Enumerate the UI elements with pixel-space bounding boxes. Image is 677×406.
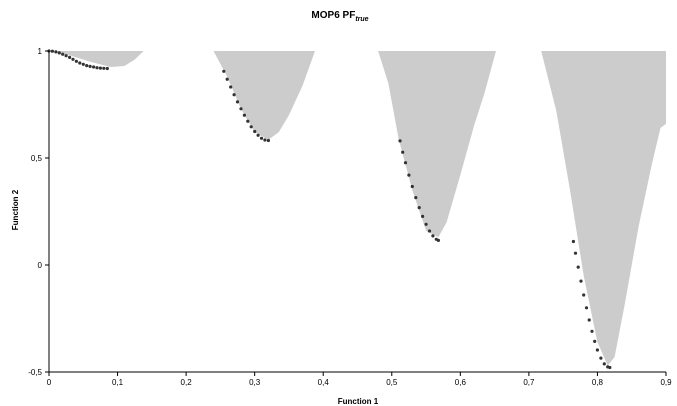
x-tick-label: 0,5 (386, 378, 398, 387)
feasible-region-2 (213, 51, 315, 140)
data-point (64, 54, 68, 58)
data-point (71, 57, 75, 61)
x-tick-label: 0,8 (592, 378, 604, 387)
data-point (595, 348, 600, 352)
x-tick-label: 0,2 (181, 378, 193, 387)
data-point (222, 69, 226, 73)
data-point (573, 251, 578, 255)
data-point (266, 138, 270, 143)
data-point (587, 318, 591, 322)
data-point (74, 59, 78, 63)
x-tick-label: 0,1 (112, 378, 124, 387)
data-point (88, 64, 92, 68)
data-point (571, 239, 576, 244)
chart-title: MOP6 PFtrue (311, 10, 368, 23)
chart-title-subscript: true (355, 16, 368, 23)
data-point (593, 339, 597, 343)
data-point (54, 50, 58, 54)
y-tick-label: 0 (38, 261, 43, 270)
x-axis-title: Function 1 (338, 397, 379, 406)
data-point (256, 133, 260, 137)
y-tick-label: 0,5 (31, 154, 43, 163)
data-point (608, 365, 612, 370)
data-point (105, 66, 109, 71)
data-point (417, 206, 421, 210)
axes-layer: 0 0,1 0,2 0,3 0,4 0,5 0,6 0,7 0,8 0,9 -0,5 0 0,5 1 (28, 47, 672, 387)
data-point (232, 93, 236, 97)
y-tick-label: -0,5 (28, 368, 42, 377)
data-point (427, 229, 432, 233)
data-point (259, 136, 264, 140)
data-point (579, 279, 583, 283)
feasible-region-3 (378, 51, 496, 238)
data-point (421, 214, 425, 218)
data-point (602, 362, 606, 366)
data-point (229, 85, 233, 89)
data-point (403, 161, 408, 165)
data-point (239, 107, 243, 111)
data-point (436, 238, 440, 242)
data-point (407, 173, 411, 177)
data-point (431, 234, 435, 238)
data-point (92, 65, 96, 69)
data-point (225, 77, 229, 81)
data-point (61, 52, 65, 56)
data-point (249, 125, 253, 129)
y-axis-title: Function 2 (11, 189, 20, 230)
data-point (50, 49, 55, 53)
data-point (95, 66, 99, 70)
data-point (57, 51, 61, 55)
data-point (582, 293, 586, 297)
data-point (102, 66, 106, 70)
x-tick-label: 0,6 (455, 378, 467, 387)
pareto-front-layer (47, 49, 612, 370)
data-point (263, 138, 267, 142)
data-point (576, 265, 580, 269)
chart-title-main: MOP6 PF (311, 10, 355, 21)
data-point (584, 306, 589, 310)
data-point (68, 55, 72, 60)
data-point (78, 61, 82, 65)
feasible-region-layer (49, 51, 666, 366)
data-point (242, 113, 246, 117)
data-point (590, 329, 594, 333)
data-point (424, 222, 428, 226)
data-point (81, 62, 85, 66)
data-point (599, 356, 603, 360)
data-point (410, 184, 414, 189)
data-point (98, 66, 102, 70)
x-tick-label: 0,7 (523, 378, 535, 387)
data-point (85, 64, 89, 68)
data-point (414, 196, 418, 200)
x-tick-label: 0,4 (318, 378, 330, 387)
data-point (401, 150, 405, 154)
feasible-region-4 (541, 51, 666, 366)
x-tick-label: 0,3 (249, 378, 261, 387)
data-point (235, 100, 240, 104)
data-point (398, 139, 402, 143)
x-tick-label: 0,9 (660, 378, 672, 387)
x-tick-label: 0 (47, 378, 52, 387)
data-point (253, 129, 257, 134)
feasible-region-1 (49, 51, 144, 67)
data-point (246, 119, 250, 123)
y-tick-label: 1 (38, 47, 43, 56)
